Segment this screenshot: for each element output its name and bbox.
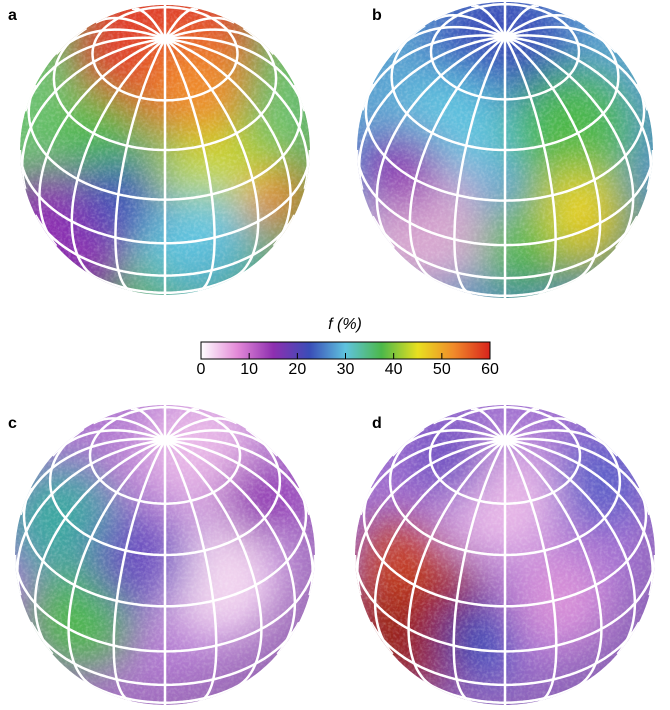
globe — [0, 0, 315, 310]
panel-label: a — [8, 7, 17, 24]
colorbar-tick-label: 60 — [481, 361, 499, 378]
colorbar-tick-label: 20 — [288, 361, 306, 378]
panel-label: b — [372, 7, 382, 24]
colorbar-tick-label: 40 — [385, 361, 403, 378]
colorbar-tick-label: 50 — [433, 361, 451, 378]
globe — [350, 405, 655, 705]
colorbar-tick-label: 30 — [337, 361, 355, 378]
figure: a b c d f (%) 0 10 20 30 40 50 60 — [0, 0, 670, 705]
globe — [5, 390, 315, 705]
colorbar-label: f (%) — [328, 316, 362, 333]
globe — [350, 0, 653, 300]
colorbar-tick-label: 10 — [240, 361, 258, 378]
panel-label: d — [372, 415, 382, 432]
panel-label: c — [8, 415, 17, 432]
colorbar-tick-label: 0 — [197, 361, 206, 378]
